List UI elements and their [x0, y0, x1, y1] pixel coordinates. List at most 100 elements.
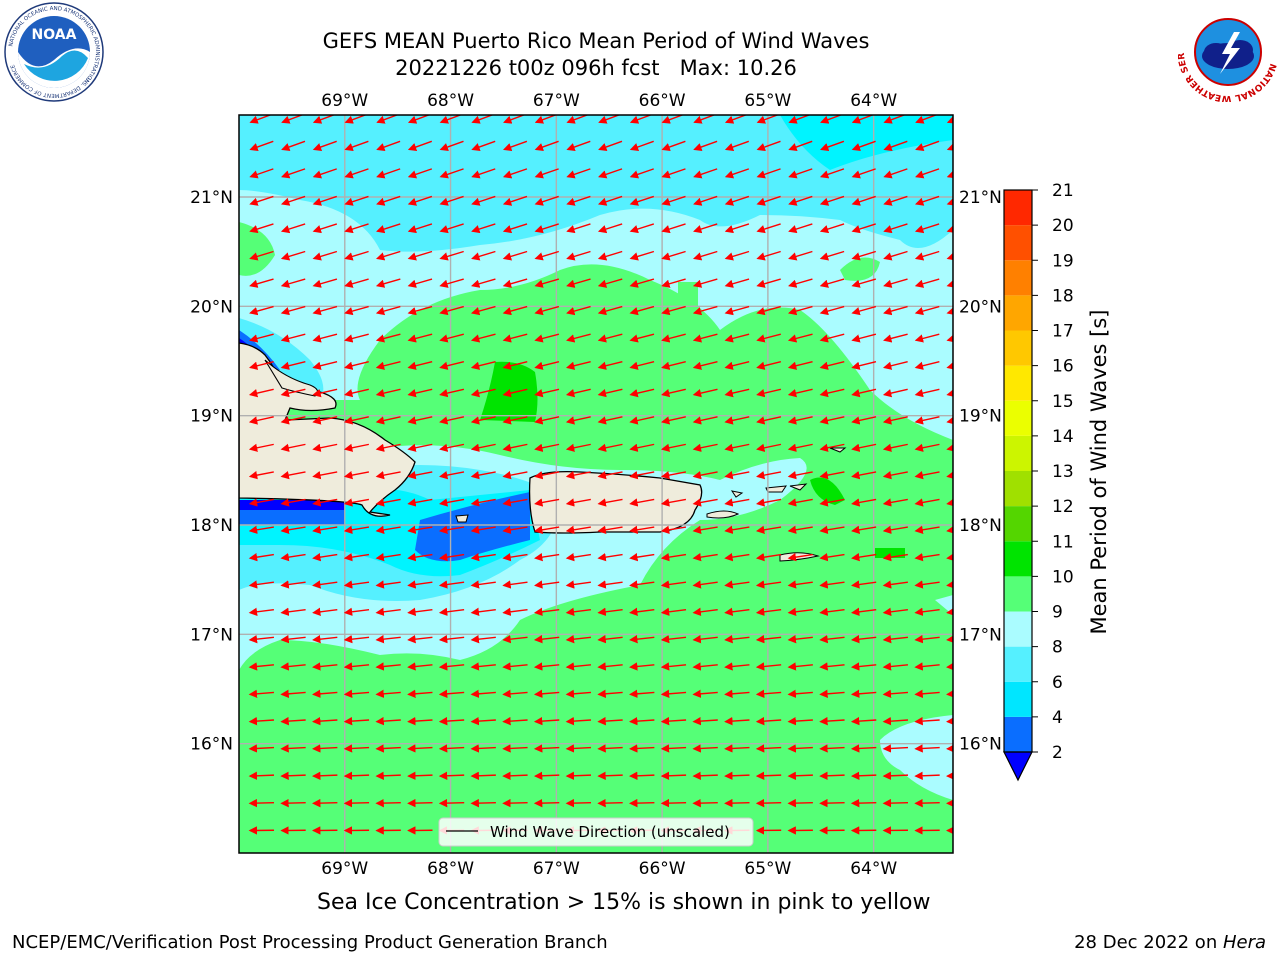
wind-vector [343, 443, 369, 452]
lat-label-right: 16°N [959, 735, 1002, 755]
wind-vector [629, 662, 655, 671]
wind-vector [946, 471, 953, 480]
wind-vector [502, 305, 528, 316]
wind-vector [692, 662, 718, 671]
wind-vector [471, 140, 496, 152]
wind-vector [597, 744, 623, 753]
wind-vector [914, 580, 940, 589]
wind-vector [787, 607, 813, 616]
wind-vector [312, 443, 338, 452]
wind-vector [755, 689, 782, 698]
wind-vector [438, 798, 465, 808]
wind-vector [375, 744, 401, 753]
wind-vector [724, 744, 750, 753]
wind-vector [375, 443, 401, 452]
wind-vector [470, 580, 496, 589]
wind-vector [914, 195, 940, 206]
wind-vector [724, 607, 750, 616]
wind-vector [819, 388, 845, 398]
wind-vector [502, 798, 528, 808]
lon-labels-bottom: 69°W 68°W 67°W 66°W 65°W 64°W [321, 859, 897, 879]
wind-vector [692, 498, 718, 507]
colorbar-tick-label: 4 [1052, 708, 1063, 728]
footer-branch: NCEP/EMC/Verification Post Processing Pr… [12, 932, 608, 953]
wind-vector [946, 334, 953, 343]
wind-vector [344, 333, 369, 343]
wind-vector [661, 388, 686, 398]
wind-vector [946, 170, 953, 179]
colorbar-tick-label: 2 [1052, 743, 1063, 763]
colorbar-segment [1004, 400, 1032, 436]
wind-vector [756, 140, 781, 152]
wind-vector [787, 388, 813, 398]
wind-vector [724, 140, 750, 152]
wind-vector [407, 195, 433, 206]
wind-vector [661, 168, 686, 179]
wind-vector [882, 361, 908, 370]
wind-vector [819, 744, 845, 753]
wind-vector [851, 168, 876, 179]
wind-vector [375, 634, 401, 644]
wind-vector [692, 798, 718, 808]
wind-vector [692, 552, 718, 562]
wind-vector [629, 416, 655, 425]
wind-vector [439, 250, 464, 261]
wind-vector [946, 744, 953, 753]
wind-vector [249, 140, 274, 152]
wind-vector [914, 443, 940, 452]
wind-vector [883, 278, 908, 288]
wind-vector [660, 552, 687, 562]
colorbar-tick-label: 11 [1052, 532, 1074, 552]
wind-vector [787, 443, 813, 452]
wind-vector [565, 607, 591, 616]
wind-vector [851, 305, 877, 316]
wind-vector [629, 607, 655, 616]
colorbar-tick-label: 8 [1052, 638, 1063, 658]
wind-vector [819, 634, 845, 644]
wind-vector [280, 744, 306, 753]
wind-vector [597, 662, 623, 671]
wind-vector [375, 552, 401, 562]
wind-vector [502, 580, 528, 589]
lon-label-bottom: 68°W [427, 859, 474, 879]
wind-vector [534, 333, 560, 343]
wind-vector [343, 634, 370, 644]
wind-vector [692, 771, 718, 780]
wind-vector [281, 140, 306, 152]
wind-vector [755, 580, 782, 589]
wind-vector [312, 607, 338, 616]
wind-vector [502, 771, 528, 780]
wind-vector [439, 443, 465, 452]
lat-label-left: 16°N [190, 735, 233, 755]
colorbar-tick-label: 12 [1052, 497, 1074, 517]
wind-vector [946, 115, 953, 124]
wind-vector [439, 333, 464, 343]
wind-vector [502, 607, 528, 616]
wind-vector [946, 225, 953, 234]
field-patch-nw [239, 222, 275, 276]
wind-vector [281, 168, 306, 179]
wind-vector [344, 195, 369, 206]
wind-vector [693, 195, 718, 206]
wind-vector [787, 498, 813, 507]
wind-vector [280, 716, 306, 726]
wind-vector [787, 333, 813, 343]
colorbar-segment [1004, 646, 1032, 682]
wind-vector [882, 443, 908, 452]
wind-vector [376, 195, 401, 206]
wind-vector [248, 361, 274, 370]
wind-vector [787, 552, 813, 562]
colorbar-segment [1004, 365, 1032, 401]
wind-vector [597, 798, 623, 808]
wind-vector [598, 168, 623, 179]
wind-vector [660, 716, 687, 726]
wind-vector [439, 278, 464, 288]
wind-vector [312, 798, 338, 808]
wind-vector [787, 771, 813, 780]
wind-vector [280, 498, 306, 507]
wind-vector [248, 498, 274, 507]
wind-vector [597, 552, 623, 562]
wind-vector [883, 305, 908, 316]
wind-vector [312, 140, 337, 152]
wind-vector [629, 388, 655, 398]
